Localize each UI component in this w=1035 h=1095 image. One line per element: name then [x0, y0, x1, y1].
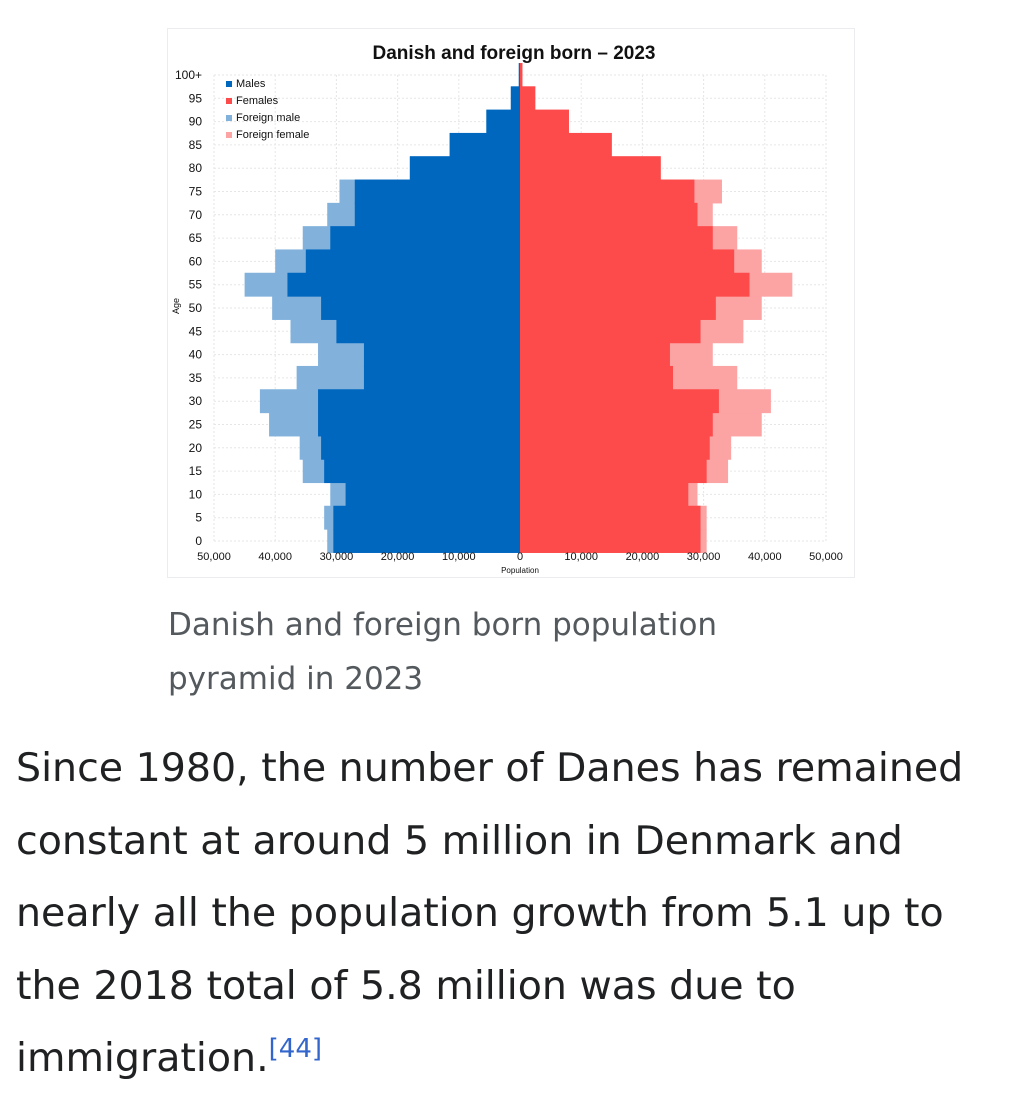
bar-female-50 [520, 296, 716, 320]
bar-male-20 [321, 435, 520, 460]
bar-male-45 [336, 319, 520, 344]
legend-label: Males [236, 78, 266, 90]
paragraph-text: Since 1980, the number of Danes has rema… [16, 745, 964, 1081]
y-tick-label: 45 [189, 324, 203, 338]
bar-female-45 [520, 319, 701, 344]
bar-female-70 [520, 202, 698, 227]
x-tick-label: 10,000 [564, 551, 598, 563]
x-tick-label: 20,000 [381, 551, 415, 563]
y-tick-label: 70 [189, 208, 203, 222]
bar-male-15 [324, 459, 520, 484]
x-tick-label: 50,000 [809, 551, 843, 563]
y-tick-label: 40 [189, 348, 203, 362]
y-tick-label: 80 [189, 161, 203, 175]
population-pyramid-chart: Danish and foreign born – 2023 0 5 10 15 20 2… [171, 43, 843, 575]
x-tick-label: 0 [517, 551, 523, 563]
bar-male-65 [330, 226, 520, 251]
body-paragraph: Since 1980, the number of Danes has rema… [16, 732, 1016, 1095]
legend-swatch [226, 98, 232, 104]
legend-swatch [226, 81, 232, 87]
bar-female-35 [520, 365, 673, 390]
legend-label: Foreign female [236, 129, 309, 141]
bar-male-60 [305, 249, 520, 274]
y-tick-label: 30 [189, 394, 203, 408]
y-tick-label: 20 [189, 441, 203, 455]
bar-male-30 [318, 389, 520, 414]
bar-female-100+ [520, 63, 523, 87]
bar-female-40 [520, 342, 670, 367]
bar-female-55 [520, 272, 750, 297]
y-tick-label: 50 [189, 301, 203, 315]
bar-female-10 [520, 482, 689, 507]
legend-label: Females [236, 95, 279, 107]
y-tick-label: 95 [189, 91, 203, 105]
bar-male-80 [409, 156, 520, 181]
legend-label: Foreign male [236, 112, 300, 124]
y-tick-label: 35 [189, 371, 203, 385]
bar-female-85 [520, 132, 612, 157]
y-tick-label: 25 [189, 418, 203, 432]
x-tick-label: 30,000 [320, 551, 354, 563]
y-tick-label: 100+ [175, 68, 202, 82]
bar-male-35 [363, 365, 520, 390]
y-tick-label: 85 [189, 138, 203, 152]
bar-female-65 [520, 226, 713, 251]
bar-male-25 [318, 412, 520, 437]
bar-male-100+ [518, 63, 520, 87]
bar-male-95 [510, 86, 520, 111]
bar-female-80 [520, 156, 661, 181]
bar-male-75 [354, 179, 520, 204]
y-tick-label: 60 [189, 254, 203, 268]
bar-male-0 [333, 529, 520, 553]
legend-swatch [226, 132, 232, 138]
x-tick-label: 40,000 [258, 551, 292, 563]
x-tick-label: 40,000 [748, 551, 782, 563]
x-tick-label: 20,000 [626, 551, 660, 563]
bar-female-15 [520, 459, 707, 484]
bar-male-85 [449, 132, 520, 157]
bar-female-95 [520, 86, 536, 111]
chart-figure: Danish and foreign born – 2023 0 5 10 15 20 2… [167, 28, 855, 578]
y-tick-label: 0 [195, 534, 202, 548]
bar-female-5 [520, 505, 701, 530]
y-axis-label: Age [171, 298, 181, 314]
bar-male-50 [321, 296, 520, 320]
y-tick-label: 65 [189, 231, 203, 245]
bar-male-5 [333, 505, 520, 530]
x-tick-label: 30,000 [687, 551, 721, 563]
y-tick-label: 5 [195, 511, 202, 525]
bar-female-25 [520, 412, 713, 437]
bar-female-90 [520, 109, 569, 134]
legend-swatch [226, 115, 232, 121]
bar-male-55 [287, 272, 520, 297]
bar-female-20 [520, 435, 710, 460]
bar-male-70 [354, 202, 520, 227]
bar-male-90 [486, 109, 520, 134]
x-axis-label: Population [501, 566, 539, 575]
y-tick-label: 55 [189, 278, 203, 292]
bar-female-60 [520, 249, 735, 274]
y-tick-label: 10 [189, 487, 203, 501]
bar-female-0 [520, 529, 701, 553]
y-tick-label: 90 [189, 115, 203, 129]
x-tick-label: 50,000 [197, 551, 231, 563]
bar-female-30 [520, 389, 719, 414]
x-tick-label: 10,000 [442, 551, 476, 563]
bar-male-10 [345, 482, 520, 507]
chart-title: Danish and foreign born – 2023 [373, 43, 656, 64]
y-tick-label: 75 [189, 185, 203, 199]
bar-female-75 [520, 179, 695, 204]
citation-link[interactable]: [44] [268, 1033, 323, 1064]
bar-male-40 [363, 342, 520, 367]
y-tick-label: 15 [189, 464, 203, 478]
figure-caption: Danish and foreign born population pyram… [168, 607, 718, 697]
